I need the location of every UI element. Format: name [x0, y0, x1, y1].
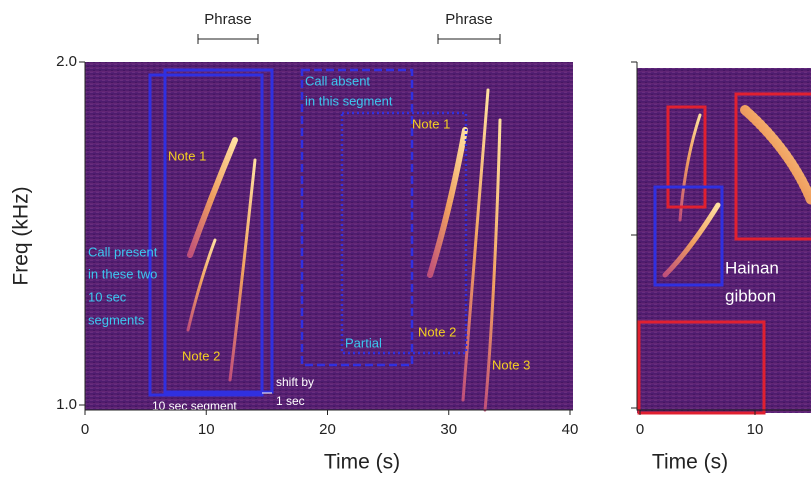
- x-tick-label: 10: [747, 421, 764, 438]
- boxes: [148, 68, 468, 397]
- phrase: Phrase: [204, 11, 252, 28]
- axes: [631, 61, 811, 411]
- calls: [186, 88, 502, 412]
- annotation: in this segment: [305, 93, 393, 108]
- x-tick-label: 20: [319, 421, 336, 438]
- annotation: segments: [88, 312, 145, 327]
- annotation: Call absent: [305, 73, 370, 88]
- note: Note 3: [492, 357, 530, 372]
- x-tick-label: 30: [440, 421, 457, 438]
- x-axis-label: Time (s): [324, 451, 400, 474]
- annotation: 10 sec: [88, 289, 127, 304]
- y-tick-label: 2.0: [56, 53, 77, 70]
- segment-label: 10 sec segment: [152, 399, 237, 413]
- y-axis-label: Freq (kHz): [10, 186, 33, 285]
- annotation: Call present: [88, 244, 158, 259]
- annotation: Partial: [345, 335, 382, 350]
- calls: [635, 105, 811, 340]
- x-axis-label: Time (s): [652, 451, 728, 474]
- note: Note 1: [412, 116, 450, 131]
- call-present: Call present in these two 10 sec segment…: [88, 73, 393, 350]
- species: Hainan: [725, 258, 779, 277]
- note: Note 1: [168, 148, 206, 163]
- shift-label: shift by: [276, 375, 314, 389]
- phrase: Phrase: [445, 11, 493, 28]
- species: gibbon: [725, 286, 776, 305]
- annotation: in these two: [88, 266, 157, 281]
- x-tick-label: 0: [81, 421, 89, 438]
- x-tick-label: 10: [198, 421, 215, 438]
- phrase-bars: [197, 34, 501, 44]
- y-tick-label: 1.0: [56, 396, 77, 413]
- x-tick-label: 0: [636, 421, 644, 438]
- note: Note 2: [418, 324, 456, 339]
- x-tick-label: 40: [562, 421, 579, 438]
- boxes: [637, 92, 811, 415]
- shift-label: 1 sec: [276, 394, 305, 408]
- note: Note 2: [182, 348, 220, 363]
